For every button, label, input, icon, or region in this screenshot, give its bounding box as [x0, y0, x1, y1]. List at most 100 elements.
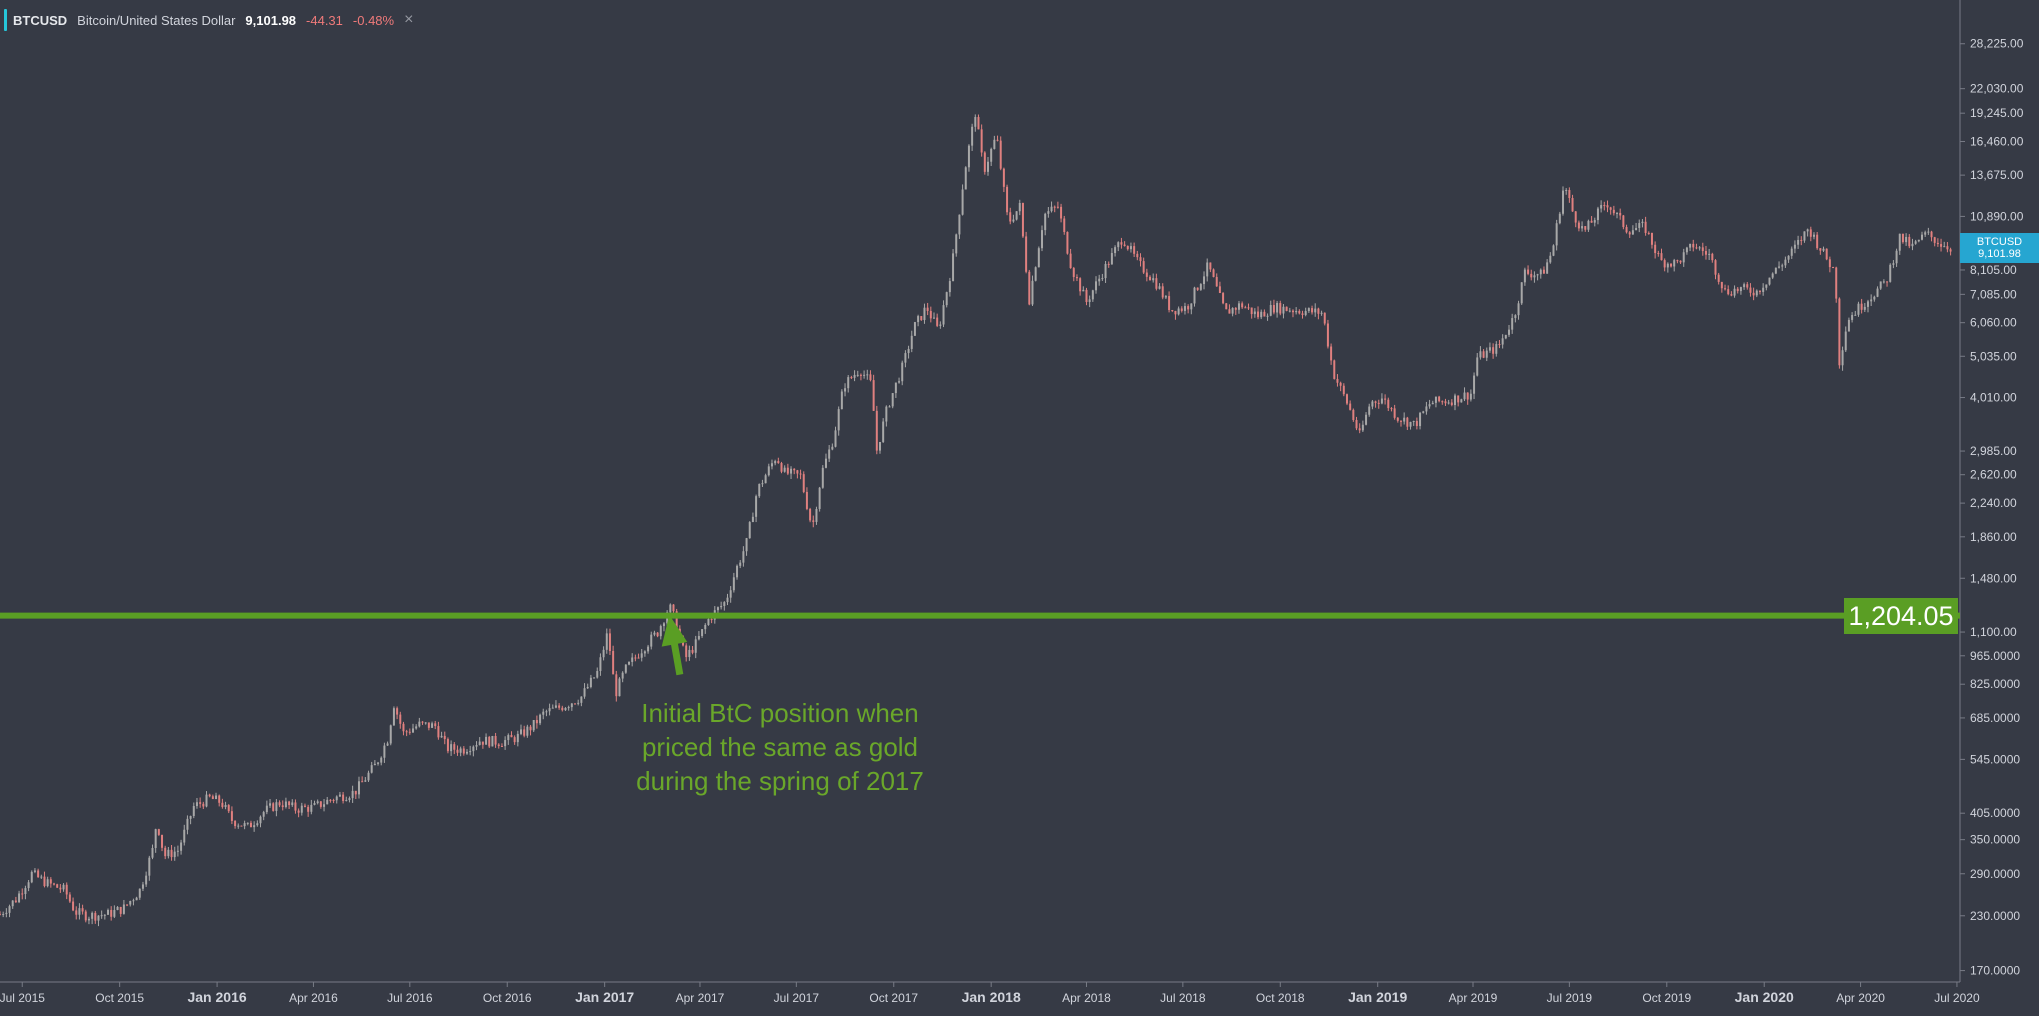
price-bar-body [859, 374, 862, 376]
price-bar-body [977, 117, 980, 130]
price-bar-body [1044, 213, 1047, 231]
price-bar-body [1806, 229, 1809, 232]
price-bar-body [354, 790, 357, 795]
price-bar-body [1288, 310, 1291, 312]
price-bar-body [332, 800, 335, 802]
price-bar-body [1898, 233, 1901, 251]
y-tick-label: 1,100.00 [1970, 625, 2017, 639]
price-bar-body [1488, 347, 1491, 351]
price-bar-body [1110, 253, 1113, 265]
price-bar-body [1574, 211, 1577, 223]
price-bar-body [1673, 260, 1676, 267]
price-bar-body [415, 726, 418, 729]
price-bar-body [589, 677, 592, 688]
price-bar-body [491, 735, 494, 747]
price-bar-body [357, 781, 360, 795]
price-bar-body [958, 214, 961, 235]
x-tick-label: Oct 2015 [95, 991, 144, 1005]
price-bar-body [53, 883, 56, 885]
price-bar-body [1114, 247, 1117, 254]
price-bar-body [685, 645, 688, 658]
price-bar-body [1832, 267, 1835, 269]
price-bar-body [1689, 243, 1692, 248]
price-bar-body [1501, 338, 1504, 345]
price-bar-body [1660, 253, 1663, 261]
price-bar-body [662, 623, 665, 627]
price-bar-body [450, 744, 453, 752]
price-bar-body [1527, 269, 1530, 274]
price-bar-body [1107, 263, 1110, 265]
price-bar-body [1803, 231, 1806, 241]
x-tick-label: Apr 2020 [1836, 991, 1885, 1005]
price-bar-body [790, 468, 793, 474]
price-bar-body [342, 794, 345, 801]
price-bar-body [30, 871, 33, 883]
symbol-ticker[interactable]: BTCUSD [13, 12, 68, 28]
price-bar-body [1581, 226, 1584, 229]
price-bar-body [716, 607, 719, 611]
price-bar-body [1565, 190, 1568, 192]
price-bar-body [97, 915, 100, 921]
price-bar-body [24, 888, 27, 894]
price-bar-body [764, 475, 767, 484]
price-bar-body [1237, 303, 1240, 310]
price-bar-body [1225, 303, 1228, 310]
price-bar-body [465, 751, 468, 754]
price-bar-body [1533, 275, 1536, 278]
y-tick-label: 16,460.00 [1970, 135, 2024, 149]
price-bar-body [1060, 206, 1063, 219]
price-bar-body [824, 458, 827, 468]
price-bar-body [758, 483, 761, 497]
price-bar-body [1158, 286, 1161, 289]
price-bar-body [643, 651, 646, 654]
y-tick-label: 5,035.00 [1970, 349, 2017, 363]
level-price-badge[interactable]: 1,204.05 [1844, 597, 1958, 634]
price-bar-body [313, 803, 316, 805]
price-bar-body [602, 649, 605, 658]
price-bar-body [370, 765, 373, 773]
price-bar-body [612, 650, 615, 675]
price-bar-body [596, 671, 599, 678]
chart-annotation: Initial BtC position when priced the sam… [620, 696, 940, 798]
x-tick-label: Jan 2018 [962, 989, 1021, 1005]
price-bar-body [742, 551, 745, 563]
price-bar-body [799, 473, 802, 475]
y-tick-label: 290.0000 [1970, 867, 2020, 881]
price-bar-body [1793, 244, 1796, 249]
price-bar-body [1654, 244, 1657, 254]
price-bar-body [1752, 292, 1755, 296]
price-bar-body [1095, 281, 1098, 291]
price-bar-body [526, 726, 529, 736]
x-tick-label: Apr 2016 [289, 991, 338, 1005]
price-bar-body [1438, 396, 1441, 402]
close-icon[interactable]: × [404, 11, 414, 28]
price-bar-body [1727, 289, 1730, 295]
price-bar-body [316, 801, 319, 804]
price-bar-body [205, 794, 208, 807]
price-bar-body [1860, 303, 1863, 310]
x-tick-label: Jul 2019 [1547, 991, 1593, 1005]
price-bar-body [907, 348, 910, 354]
price-bar-body [504, 740, 507, 747]
price-bar-body [91, 912, 94, 919]
price-bar-body [650, 634, 653, 647]
price-bar-body [456, 749, 459, 753]
price-bar-body [1584, 226, 1587, 230]
price-bar-body [777, 461, 780, 464]
price-bar-body [234, 820, 237, 827]
price-bar-body [659, 626, 662, 637]
price-bar-body [1285, 306, 1288, 311]
price-bar-body [230, 811, 233, 821]
price-bar-body [1053, 206, 1056, 208]
price-bar-body [1212, 269, 1215, 277]
price-bar-body [1800, 239, 1803, 241]
price-bar-body [1180, 308, 1183, 311]
price-bar-body [237, 825, 240, 827]
price-bar-body [145, 875, 148, 885]
price-bar-body [1279, 303, 1282, 314]
price-bar-body [437, 726, 440, 738]
x-tick-label: Jan 2017 [575, 989, 634, 1005]
price-bar-body [1260, 311, 1263, 318]
